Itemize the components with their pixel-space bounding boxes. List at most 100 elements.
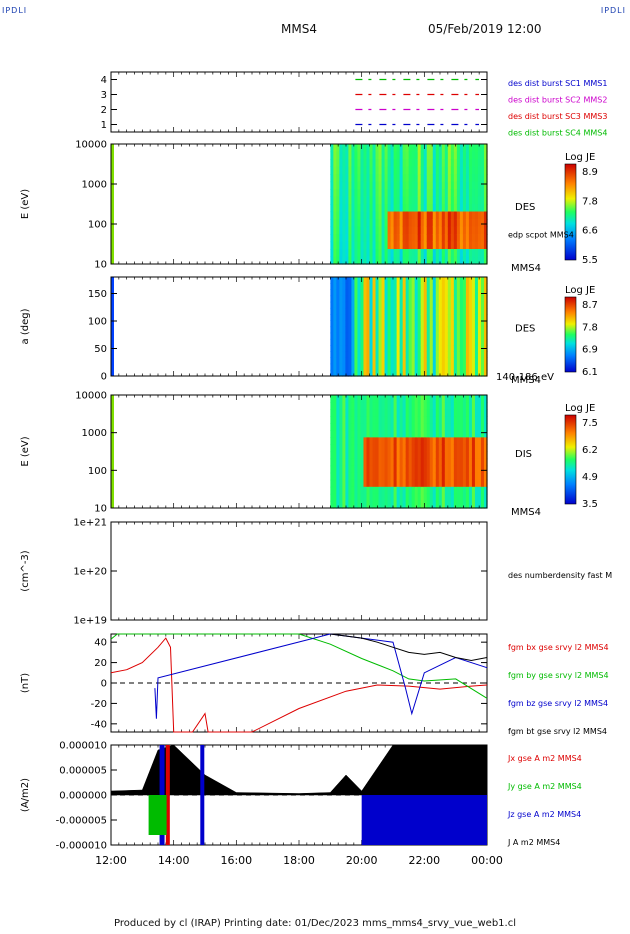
des-energy-cell [381,204,386,213]
dis-energy-cell [405,500,410,509]
des-pitch-cell [399,314,404,321]
dis-energy-cell [330,423,334,431]
des-pitch-cell [429,320,434,328]
dis-energy-cell [408,423,413,431]
des-pitch-cell [471,332,476,340]
des-energy-cell [372,256,377,265]
des-energy-cell [462,211,467,220]
des-pitch-cell [399,363,404,371]
des-pitch-cell [471,307,476,315]
des-pitch-cell [339,351,343,359]
des-pitch-cell [381,307,386,315]
des-pitch-cell [474,351,479,359]
des-pitch-cell [429,283,434,290]
des-energy-cell [453,226,458,235]
dis-energy-cell [372,395,377,403]
des-pitch-cell [483,314,488,321]
des-pitch-cell [423,345,428,352]
des-pitch-cell [453,326,458,334]
des-pitch-cell [363,289,368,297]
dis-energy-cell [375,472,380,481]
des-energy-cell [375,159,380,168]
dis-energy-cell [459,395,464,403]
des-pitch-cell [354,351,359,359]
dis-energy-cell [378,437,383,446]
des-energy-cell [423,196,428,205]
des-pitch-ytick-label: 100 [88,317,107,328]
des-pitch-cell [390,277,395,284]
dis-energy-cell [465,402,470,410]
dis-energy-cell [399,395,404,403]
des-pitch-cell [465,295,470,303]
bfield-ylabel: (nT) [20,673,31,693]
des-pitch-cell [378,301,383,309]
dis-energy-cell [420,395,425,403]
des-energy-cell [342,226,346,235]
dis-energy-cell [465,500,470,509]
des-energy-cell [348,144,353,153]
des-energy-cell [369,204,374,213]
dis-energy-cell [414,430,419,438]
des-pitch-colorbar-tick: 7.8 [582,322,598,333]
dis-energy-cell [354,479,359,488]
dis-energy-cell [354,451,359,460]
des-pitch-cell [363,369,368,377]
des-energy-cell [420,181,425,190]
des-pitch-cell [465,314,470,321]
current-Jz-spike [200,745,205,845]
dis-energy-cell [342,437,346,446]
des-energy-cell [477,196,482,205]
des-energy-cell [411,159,416,168]
des-energy-cell [405,196,410,205]
des-pitch-cell [459,357,464,365]
des-energy-cell [474,234,479,243]
dis-energy-cell [423,409,428,417]
des-pitch-cell [453,289,458,297]
des-energy-cell [417,181,422,190]
des-energy-cell [342,189,346,198]
des-pitch-cell [468,345,473,352]
des-pitch-cell [471,345,476,352]
des-pitch-cell [465,338,470,346]
des-pitch-cell [438,314,443,321]
des-pitch-cell [408,369,413,377]
des-energy-cell [432,256,437,265]
dis-energy-cell [372,430,377,438]
des-energy-cell [330,189,334,198]
des-energy-cell [408,211,413,220]
dis-energy-cell [435,451,440,460]
dis-energy-cell [414,500,419,509]
dis-energy-cell [450,472,455,481]
des-energy-instrument-label: DES [515,202,535,213]
bfield-ytick-label: -40 [91,719,107,730]
dis-energy-cell [387,444,392,453]
dis-energy-cell [465,472,470,481]
des-pitch-cell [336,363,340,371]
des-energy-cell [453,211,458,220]
dis-energy-cell [462,395,467,403]
des-pitch-cell [399,351,404,359]
des-energy-cell [375,174,380,183]
dis-energy-cell [408,465,413,474]
dis-energy-cell [447,437,452,446]
corner-label-top-left: IPDLI [2,6,28,15]
des-pitch-cell [480,338,485,346]
des-energy-cell [408,174,413,183]
dis-energy-cell [453,486,458,495]
des-pitch-cell [429,295,434,303]
dis-energy-cell [354,472,359,481]
des-pitch-cell [378,295,383,303]
des-pitch-cell [354,320,359,328]
dis-energy-cell [402,409,407,417]
dis-energy-cell [432,402,437,410]
dis-energy-cell [366,423,371,431]
dis-energy-cell [387,500,392,509]
des-energy-cell [465,196,470,205]
des-pitch-cell [384,338,389,346]
des-pitch-cell [411,369,416,377]
dis-energy-cell [333,437,337,446]
des-energy-cell [402,249,407,258]
dis-energy-cell [375,416,380,424]
des-energy-cell [357,196,362,205]
dis-energy-cell [345,465,350,474]
